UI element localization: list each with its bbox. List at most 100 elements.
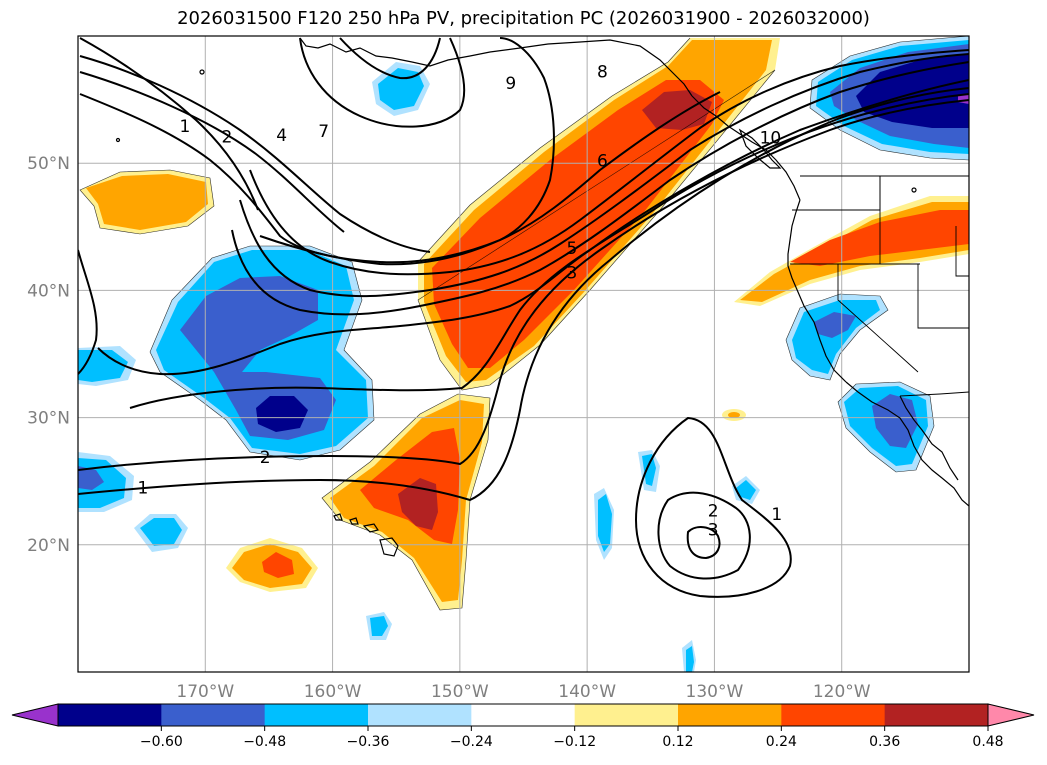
pv-contour-label: 5	[566, 239, 577, 259]
coast-socal	[845, 381, 969, 507]
precip-neg-ca-strong	[814, 312, 856, 338]
pv-contour-3	[129, 93, 969, 409]
precip-blob-sw-strong	[262, 552, 294, 578]
precip-plume-south-max	[398, 478, 438, 530]
precip-blob-nw-mid	[86, 174, 208, 230]
pv-contour-label: 3	[708, 520, 719, 540]
pv-contour-5	[231, 61, 969, 316]
pv-contour-2-south	[78, 99, 969, 471]
colorbar-outline	[57, 703, 989, 727]
longitude-labels: 170°W 160°W 150°W 140°W 130°W 120°W	[176, 682, 870, 702]
colorbar-tick-label: −0.24	[450, 734, 493, 750]
longitude-label: 130°W	[686, 682, 744, 702]
colorbar-tick-label: −0.60	[140, 734, 183, 750]
pv-contour-label: 2	[260, 448, 271, 468]
precip-neg-left-2c	[78, 466, 104, 490]
longitude-label: 150°W	[431, 682, 489, 702]
pv-contour-cutoff-2	[657, 491, 751, 580]
coast-bc	[691, 95, 801, 201]
pv-contour-8	[79, 91, 721, 264]
pv-contour-8-trough	[259, 37, 555, 266]
latitude-label: 50°N	[27, 154, 70, 174]
pv-contour-label: 1	[180, 117, 191, 137]
pv-contour-10	[79, 71, 345, 233]
colorbar-segment	[471, 704, 576, 726]
coast-hawaii-maui	[362, 523, 379, 533]
border-us-mexico	[899, 391, 969, 397]
colorbar-tick-label: −0.12	[553, 734, 596, 750]
pv-contour-7	[249, 49, 969, 276]
colorbar-segment	[368, 704, 472, 726]
coast-vancouver-island	[738, 128, 782, 169]
precip-neg-blob-e2	[642, 454, 656, 486]
longitude-label: 160°W	[304, 682, 362, 702]
colorbar-tick-label: 0.24	[766, 734, 797, 750]
pv-contour-ridge-top	[299, 37, 466, 128]
precip-neg-blob-d2	[598, 494, 612, 552]
map-frame	[77, 35, 970, 673]
coast-pnw	[787, 199, 847, 383]
latitude-label: 30°N	[27, 409, 70, 429]
precip-neg-blob-b2	[370, 616, 388, 636]
coast-hawaii-kauai	[333, 513, 343, 521]
precip-dot-orange	[728, 412, 740, 418]
precip-neg-west-max	[256, 396, 308, 432]
pv-contour-ridge-outer	[339, 37, 441, 80]
coast-baja	[899, 395, 959, 481]
colorbar-segment	[161, 704, 266, 726]
colorbar-segment	[264, 704, 369, 726]
pv-contour-label: 1	[138, 478, 149, 498]
pv-contour-label: 7	[318, 122, 329, 142]
pv-contour-label: 9	[505, 74, 516, 94]
pv-contour-1-nw	[79, 37, 259, 211]
precip-neg-blob-c2	[378, 68, 424, 110]
longitude-label: 140°W	[558, 682, 616, 702]
colorbar-segment	[678, 704, 782, 726]
pv-contour-label: 2	[708, 501, 719, 521]
colorbar-tick-label: 0.48	[972, 734, 1003, 750]
pv-contour-label: 4	[276, 126, 287, 146]
precip-neg-blob-f2	[736, 480, 756, 500]
colorbar-segment	[884, 704, 989, 726]
precip-neg-blob-g2	[686, 646, 694, 672]
pv-contour-label: 10	[760, 129, 782, 149]
pv-contour-left-loop	[78, 249, 98, 375]
latitude-label: 20°N	[27, 536, 70, 556]
map-title: 2026031500 F120 250 hPa PV, precipitatio…	[177, 8, 870, 29]
political-borders	[790, 175, 969, 397]
precip-neg-left-1b	[78, 350, 128, 382]
coast-island-b	[115, 137, 121, 143]
pv-contour-label: 2	[222, 127, 233, 147]
colorbar-tick-label: 0.36	[869, 734, 900, 750]
pv-contour-label: 3	[566, 263, 577, 283]
colorbar-segment	[781, 704, 886, 726]
longitude-label: 120°W	[813, 682, 871, 702]
colorbar-tick-label: −0.48	[243, 734, 286, 750]
colorbar-segment	[574, 704, 679, 726]
coast-island-c	[911, 187, 917, 193]
pv-contour-label: 1	[771, 505, 782, 525]
pv-contour-cutoff-3	[686, 526, 721, 560]
pv-contours	[78, 37, 969, 598]
border-nv-ca	[917, 264, 969, 329]
colorbar: −0.60 −0.48 −0.36 −0.24 −0.12 0.12 0.24 0.36 0.4…	[11, 703, 1035, 750]
coast-hawaii-big	[379, 537, 399, 557]
border-mt	[955, 226, 969, 277]
pv-contour-1-south	[78, 87, 969, 502]
pv-contour-label: 6	[597, 151, 608, 171]
pv-contour-label: 8	[597, 62, 608, 82]
precip-band-ar-max	[642, 90, 712, 130]
latitude-label: 40°N	[27, 281, 70, 301]
coast-hawaii-oahu	[349, 517, 359, 525]
precip-neg-blob-a2	[140, 518, 182, 546]
longitude-label: 170°W	[176, 682, 234, 702]
pv-contour-cutoff-1	[634, 416, 792, 598]
latitude-labels: 20°N 30°N 40°N 50°N	[27, 154, 70, 556]
coast-island-a	[199, 69, 205, 75]
border-ca-nv-diag	[837, 264, 919, 373]
precip-band-us-strong	[790, 210, 969, 266]
colorbar-extend-max	[987, 703, 1035, 727]
